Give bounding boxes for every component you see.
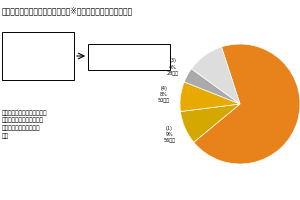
Text: 複数の
等で、
っていな

い: 複数の 等で、 っていな い	[5, 35, 20, 69]
Wedge shape	[184, 69, 240, 104]
Wedge shape	[194, 44, 300, 164]
Text: (4)
8%
50法人: (4) 8% 50法人	[158, 86, 170, 103]
Text: 法人は133法人（22%）: 法人は133法人（22%）	[91, 56, 149, 63]
Bar	[88, 44, 170, 70]
Wedge shape	[191, 47, 240, 104]
Text: 対象となっていると回答した: 対象となっていると回答した	[91, 47, 143, 54]
Wedge shape	[180, 82, 240, 112]
Bar	[2, 32, 74, 80]
Text: (1)
9%
56法人: (1) 9% 56法人	[164, 126, 175, 143]
Text: した学校法人に対する支援制度（※）の対象となっているか。: した学校法人に対する支援制度（※）の対象となっているか。	[2, 6, 133, 15]
Wedge shape	[181, 104, 240, 142]
Text: 用して、自治体と私立学校・
、集まった寄附の一定割合
法人に対して自治体から
定。: 用して、自治体と私立学校・ 、集まった寄附の一定割合 法人に対して自治体から 定…	[2, 110, 47, 139]
Text: (3)
4%
28法人: (3) 4% 28法人	[167, 58, 179, 76]
